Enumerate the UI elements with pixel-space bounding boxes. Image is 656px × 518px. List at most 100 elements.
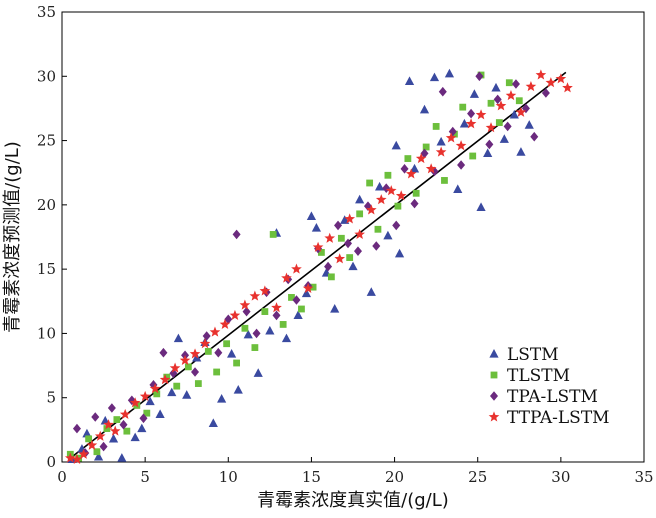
- data-point: [281, 333, 292, 343]
- data-point: [219, 318, 231, 329]
- data-point: [467, 108, 476, 119]
- y-tick-label: 35: [37, 3, 56, 21]
- data-point: [487, 99, 495, 107]
- data-point: [169, 362, 181, 373]
- data-point: [491, 82, 501, 92]
- data-point: [530, 131, 539, 142]
- data-point: [261, 308, 269, 315]
- data-point: [184, 363, 192, 371]
- data-point: [109, 425, 121, 436]
- y-tick-label: 20: [37, 196, 56, 214]
- data-point: [163, 373, 171, 381]
- data-point: [85, 435, 93, 443]
- data-point: [485, 122, 497, 133]
- legend-marker: [488, 411, 500, 422]
- data-point: [444, 68, 455, 78]
- data-point: [516, 147, 526, 156]
- data-point: [281, 272, 292, 283]
- y-axis-title: 青霉素浓度预测值/(g/L): [2, 141, 23, 333]
- data-point: [404, 76, 415, 86]
- data-point: [241, 324, 249, 332]
- data-point: [309, 283, 317, 291]
- data-point: [438, 86, 447, 97]
- data-point: [495, 119, 503, 126]
- x-tick-label: 0: [57, 468, 67, 486]
- data-point: [483, 148, 493, 158]
- data-point: [409, 163, 420, 173]
- data-point: [253, 368, 263, 377]
- data-point: [324, 261, 333, 272]
- data-point: [293, 310, 303, 320]
- data-point: [455, 140, 467, 151]
- data-point: [123, 427, 131, 435]
- data-point: [243, 329, 253, 339]
- data-point: [71, 453, 83, 464]
- legend-label: TPA-LSTM: [507, 387, 598, 407]
- series-ttpa-lstm: [64, 69, 573, 464]
- data-point: [366, 179, 374, 187]
- data-point: [117, 453, 127, 462]
- data-point: [208, 418, 218, 428]
- x-axis-title: 青霉素浓度真实值/(g/L): [257, 490, 449, 511]
- x-tick-label: 30: [551, 468, 570, 486]
- data-point: [72, 423, 81, 434]
- data-point: [306, 211, 317, 221]
- data-point: [194, 380, 202, 387]
- data-point: [392, 220, 401, 231]
- data-point: [129, 397, 141, 408]
- data-point: [384, 171, 392, 179]
- data-point: [199, 338, 211, 349]
- data-point: [149, 383, 161, 394]
- data-point: [415, 152, 427, 164]
- data-point: [383, 230, 393, 240]
- data-point: [366, 287, 376, 296]
- data-point: [365, 204, 377, 215]
- data-point: [465, 118, 477, 129]
- data-point: [94, 430, 106, 441]
- data-point: [155, 409, 165, 419]
- data-point: [251, 344, 259, 351]
- x-tick-label: 10: [219, 468, 238, 486]
- data-point: [355, 194, 365, 204]
- data-point: [404, 155, 412, 162]
- data-point: [173, 333, 183, 343]
- data-point: [562, 82, 573, 93]
- data-point: [545, 77, 557, 88]
- data-point: [217, 394, 227, 403]
- data-point: [302, 282, 314, 293]
- data-point: [385, 185, 397, 196]
- data-point: [189, 348, 201, 359]
- data-point: [167, 387, 177, 397]
- data-point: [493, 94, 502, 105]
- data-point: [159, 347, 168, 358]
- y-axis: 0 5 10 15 20 25 30 35: [37, 3, 67, 471]
- data-point: [311, 223, 322, 232]
- data-point: [139, 413, 148, 424]
- data-point: [242, 306, 251, 317]
- data-point: [301, 288, 312, 298]
- data-point: [252, 328, 261, 339]
- data-point: [113, 416, 121, 423]
- data-point: [130, 432, 140, 442]
- legend-label: LSTM: [507, 345, 559, 365]
- data-point: [505, 79, 513, 87]
- data-point: [232, 229, 241, 240]
- data-point: [224, 314, 233, 325]
- data-point: [91, 412, 100, 422]
- data-point: [430, 166, 439, 177]
- data-point: [182, 390, 192, 399]
- data-point: [410, 198, 419, 209]
- data-point: [93, 448, 101, 456]
- data-point: [204, 348, 212, 355]
- data-point: [525, 80, 537, 92]
- data-point: [239, 299, 251, 310]
- data-point: [372, 241, 381, 251]
- data-point: [93, 451, 104, 461]
- data-point: [159, 374, 171, 385]
- data-point: [400, 164, 409, 174]
- data-point: [298, 305, 305, 313]
- x-tick-label: 5: [140, 468, 150, 486]
- data-point: [145, 396, 155, 406]
- data-point: [137, 423, 147, 433]
- data-point: [475, 109, 487, 120]
